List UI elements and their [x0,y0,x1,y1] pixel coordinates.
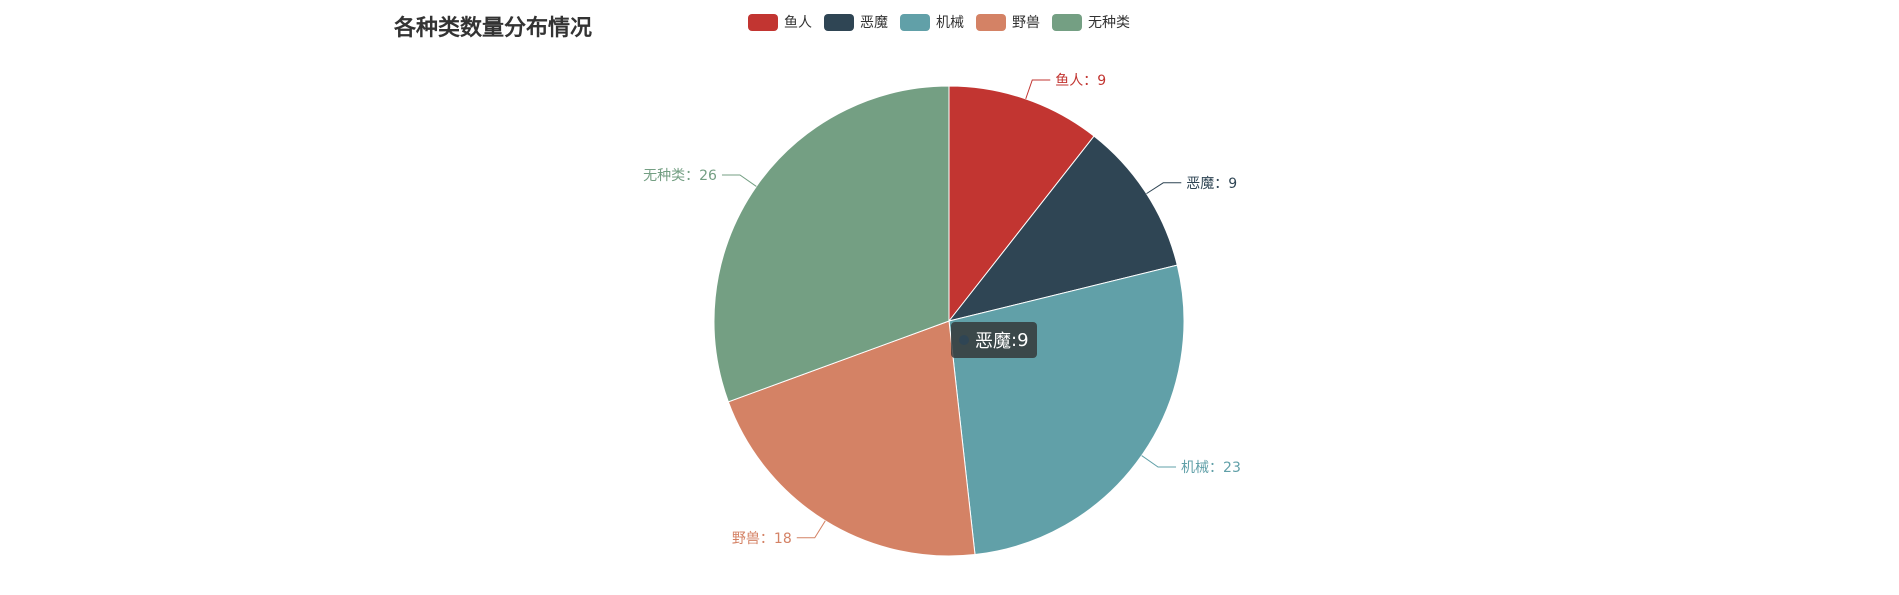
data-label: 机械：23 [1181,460,1241,476]
chart-title: 各种类数量分布情况 [394,16,593,41]
tooltip-label: 恶魔 [975,331,1011,352]
legend-swatch [748,13,778,31]
pie-slice[interactable] [947,135,1178,322]
legend-swatch [824,13,854,31]
legend-swatch [900,13,930,31]
tooltip: 恶魔: 9 [951,322,1037,358]
label-leader-line [796,520,826,539]
data-label: 无种类：26 [643,168,717,184]
data-label: 野兽：18 [732,531,792,547]
legend-item[interactable]: 机械 [900,12,964,32]
legend-label: 无种类 [1088,15,1130,31]
legend-label: 野兽 [1012,15,1040,31]
legend: 鱼人 恶魔 机械 野兽 无种类 [748,12,1142,32]
label-leader-line [721,174,757,187]
legend-item[interactable]: 野兽 [976,12,1040,32]
legend-swatch [1052,13,1082,31]
legend-label: 鱼人 [784,15,812,31]
data-label: 鱼人：9 [1055,72,1106,89]
legend-item[interactable]: 恶魔 [824,12,888,32]
tooltip-separator: : [1011,329,1018,351]
label-leader-line [1141,455,1177,468]
data-label: 恶魔：9 [1186,176,1237,192]
pie-slice[interactable] [713,85,950,403]
tooltip-color-dot [959,335,969,345]
legend-swatch [976,13,1006,31]
legend-item[interactable]: 无种类 [1052,12,1130,32]
label-leader-line [1146,182,1182,195]
tooltip-value: 9 [1017,329,1029,351]
legend-label: 机械 [936,15,964,31]
pie-slice[interactable] [948,85,1095,323]
legend-item[interactable]: 鱼人 [748,12,812,32]
legend-label: 恶魔 [860,15,888,31]
label-leader-line [1025,79,1051,100]
